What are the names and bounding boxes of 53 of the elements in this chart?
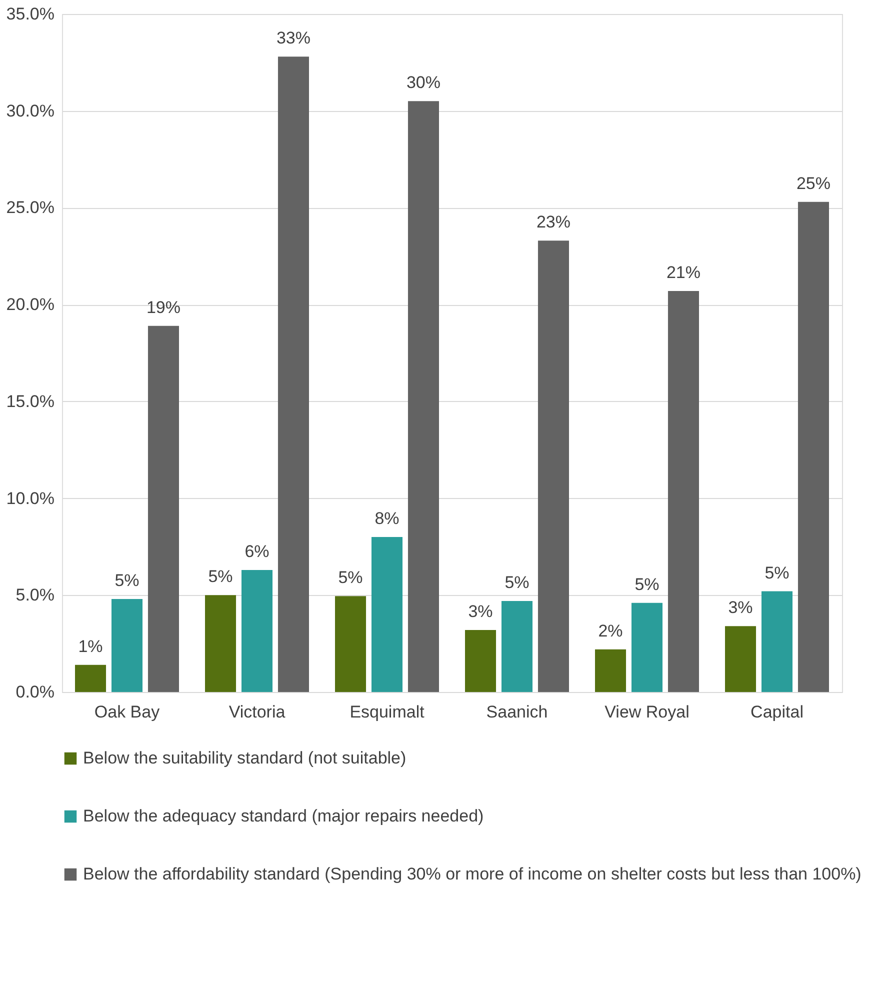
y-tick-label: 35.0% [6,4,54,24]
bar [278,56,309,692]
data-label: 5% [338,568,363,588]
y-tick-label: 30.0% [6,101,54,120]
data-label: 5% [764,563,790,582]
legend-label: Below the suitability standard (not suitable) [83,748,406,768]
bar [465,630,496,692]
data-label: 3% [728,598,753,618]
bar [371,537,403,692]
data-label: 5% [634,574,660,594]
bar [75,664,106,692]
y-tick-label: 10.0% [6,488,54,508]
x-tick-label: Capital [750,702,804,722]
data-label: 5% [208,567,233,586]
bar [408,101,439,692]
data-label: 6% [244,542,270,561]
data-label: 21% [666,263,701,282]
bar [631,602,663,692]
x-tick-label: Victoria [228,702,286,722]
bar [335,596,366,692]
x-tick-label: Saanich [486,702,548,722]
bar [241,570,273,692]
data-label: 33% [276,28,311,48]
x-tick-label: Esquimalt [350,702,425,722]
bar [761,591,793,692]
x-tick-label: View Royal [604,702,690,722]
bar [205,595,236,692]
legend-label: Below the affordability standard (Spending 30% or more of income on shelter costs but less than 100%) [83,864,862,884]
y-tick-label: 5.0% [16,586,54,605]
bar [798,202,829,692]
y-tick-label: 25.0% [6,198,54,218]
data-label: 2% [598,621,623,640]
bar [668,291,699,692]
data-label: 23% [536,212,571,232]
bar [538,240,569,692]
bar [148,326,179,692]
data-label: 8% [374,509,400,528]
bar [595,649,626,692]
data-label: 19% [146,298,181,317]
data-label: 5% [114,571,140,590]
data-label: 1% [78,636,103,656]
bar [725,626,756,692]
bar [111,599,143,692]
data-label: 3% [468,602,493,622]
data-label: 25% [796,174,831,193]
bar [501,600,533,692]
y-tick-label: 15.0% [6,392,54,411]
y-tick-label: 0.0% [16,682,54,702]
legend-label: Below the adequacy standard (major repairs needed) [83,806,484,826]
y-tick-label: 20.0% [6,295,54,314]
data-label: 5% [504,572,530,592]
data-label: 30% [406,73,441,92]
x-tick-label: Oak Bay [94,702,160,722]
